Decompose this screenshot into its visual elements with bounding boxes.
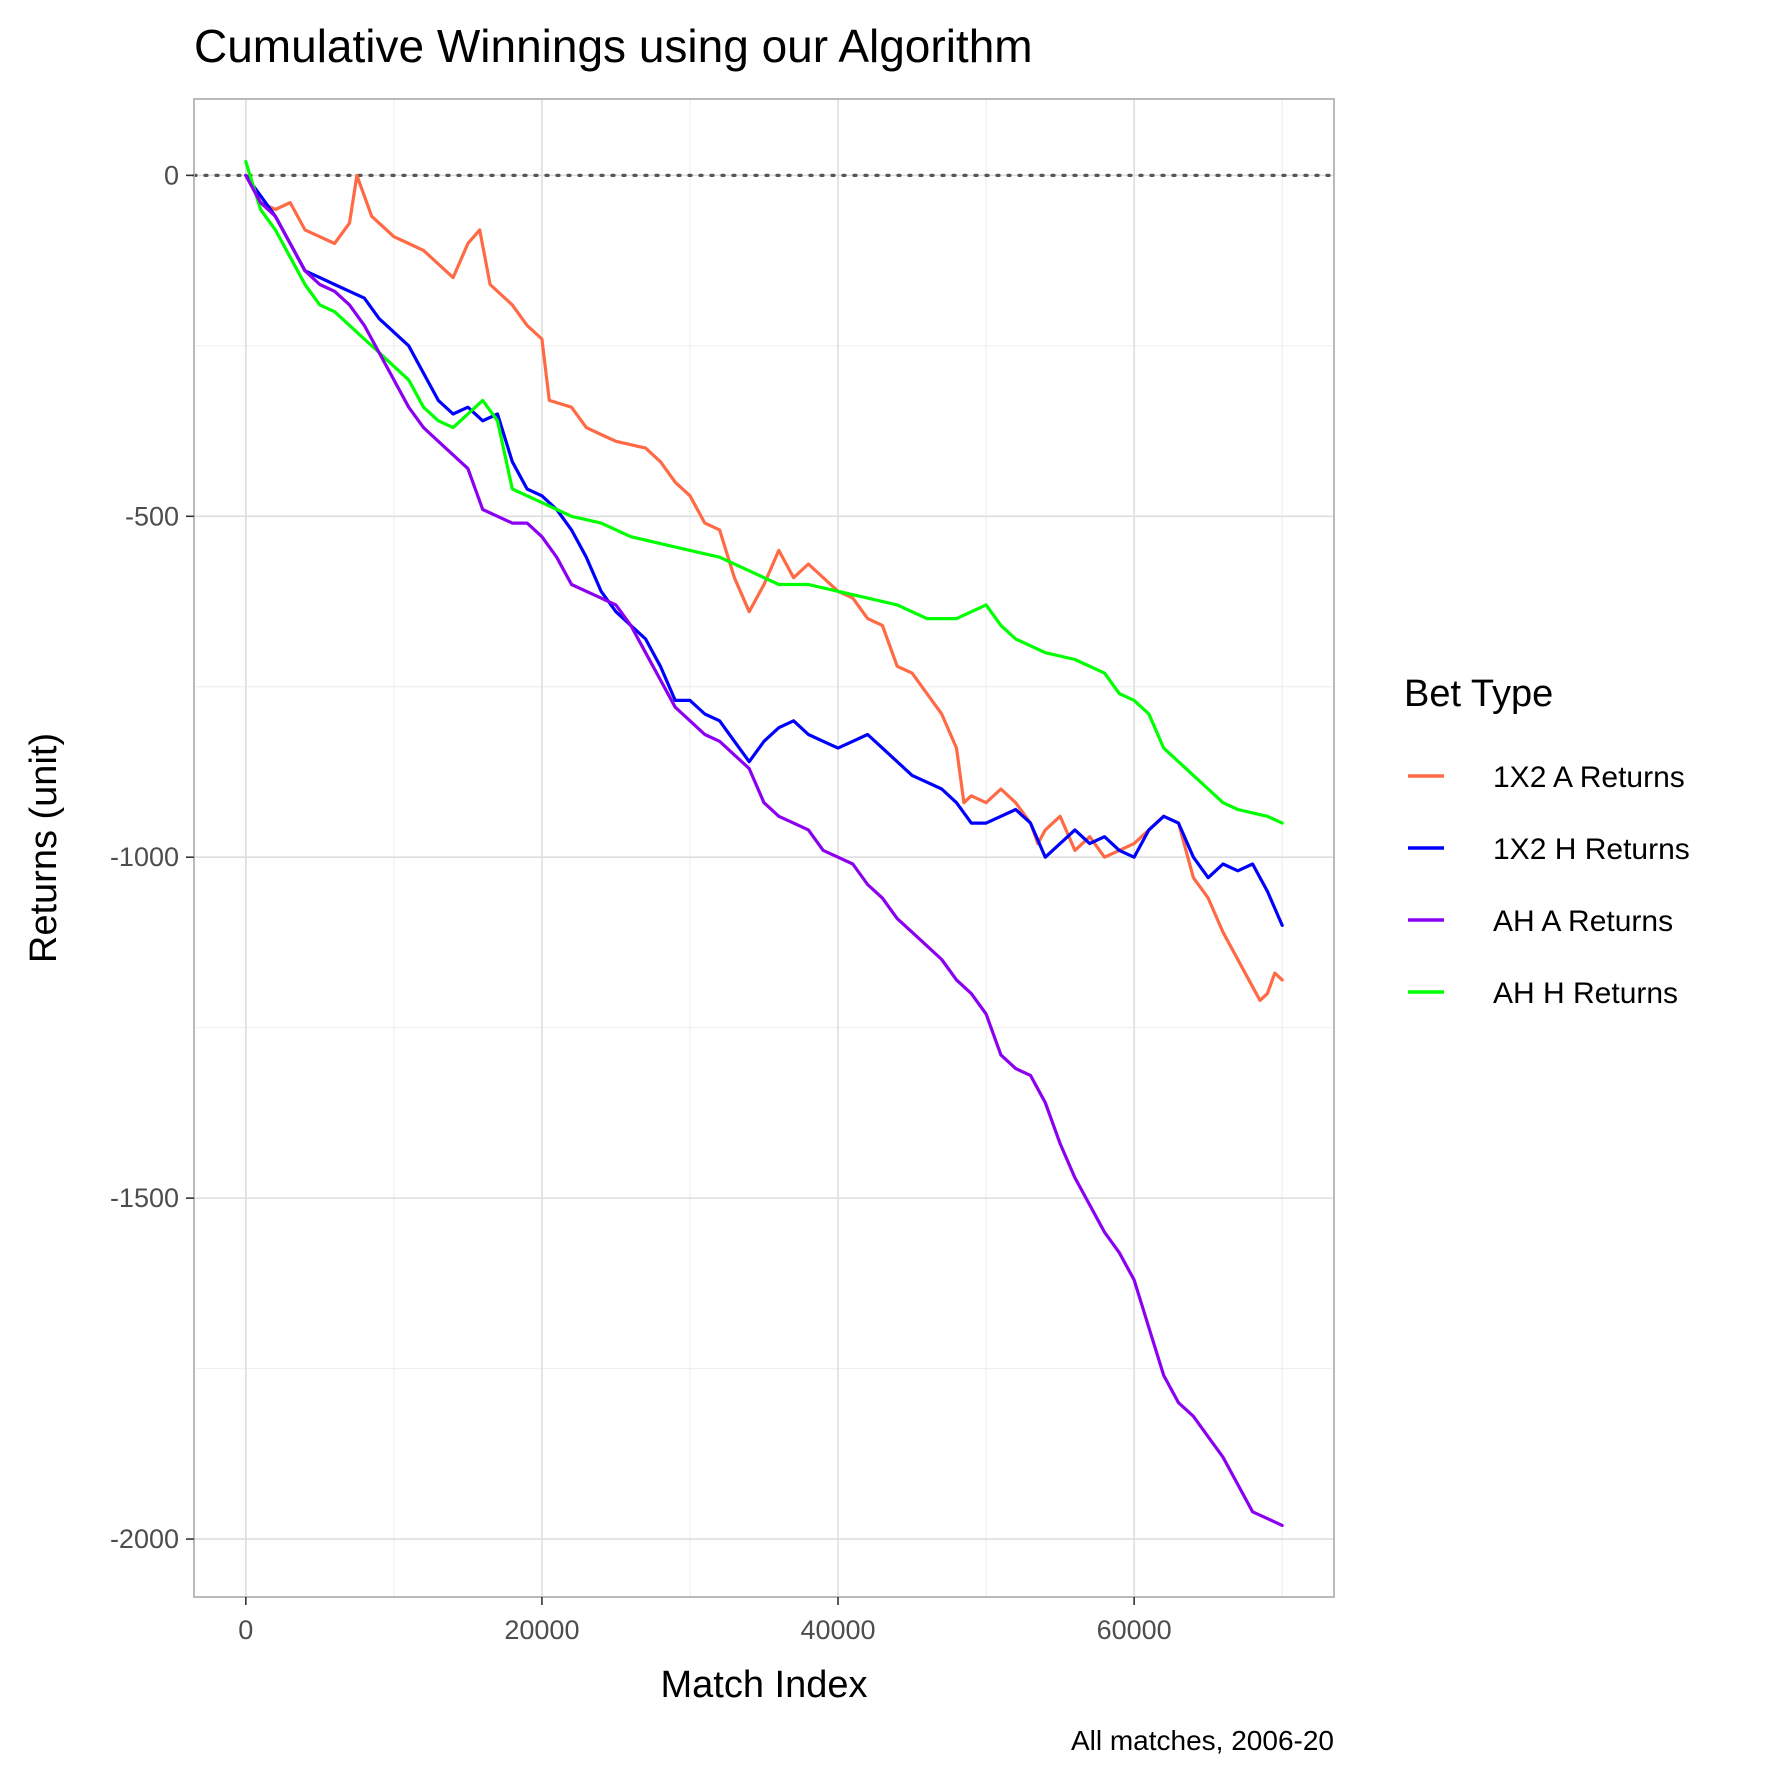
series-lines [244,160,1284,1528]
chart-title: Cumulative Winnings using our Algorithm [194,20,1033,72]
x-tick-label: 60000 [1097,1615,1172,1645]
major-gridlines [194,99,1334,1597]
y-tick-label: -2000 [110,1524,179,1554]
y-tick-label: -500 [125,501,179,531]
y-axis-ticks: 0 -500 -1000 -1500 -2000 [110,160,194,1554]
legend-label: 1X2 A Returns [1493,761,1685,794]
x-axis-title: Match Index [661,1664,868,1706]
legend-title: Bet Type [1404,673,1553,715]
series-line-1x2-a-returns [244,173,1284,1003]
legend-label: AH H Returns [1493,977,1678,1010]
legend-label: AH A Returns [1493,905,1673,938]
legend: Bet Type 1X2 A Returns 1X2 H Returns AH A … [1404,673,1690,1010]
series-line-ah-a-returns [244,173,1284,1528]
series-line-ah-h-returns [244,160,1284,825]
x-tick-label: 0 [238,1615,253,1645]
y-tick-label: 0 [164,160,179,190]
x-axis-ticks: 0 20000 40000 60000 [238,1597,1172,1645]
series-line-1x2-h-returns [244,173,1284,928]
y-tick-label: -1500 [110,1183,179,1213]
panel-background [194,99,1334,1597]
chart-caption: All matches, 2006-20 [1071,1725,1334,1756]
x-tick-label: 40000 [800,1615,875,1645]
minor-gridlines [194,99,1334,1597]
y-tick-label: -1000 [110,842,179,872]
panel-border [193,98,1335,1598]
y-axis-title: Returns (unit) [23,733,65,963]
legend-label: 1X2 H Returns [1493,833,1690,866]
x-tick-label: 20000 [504,1615,579,1645]
